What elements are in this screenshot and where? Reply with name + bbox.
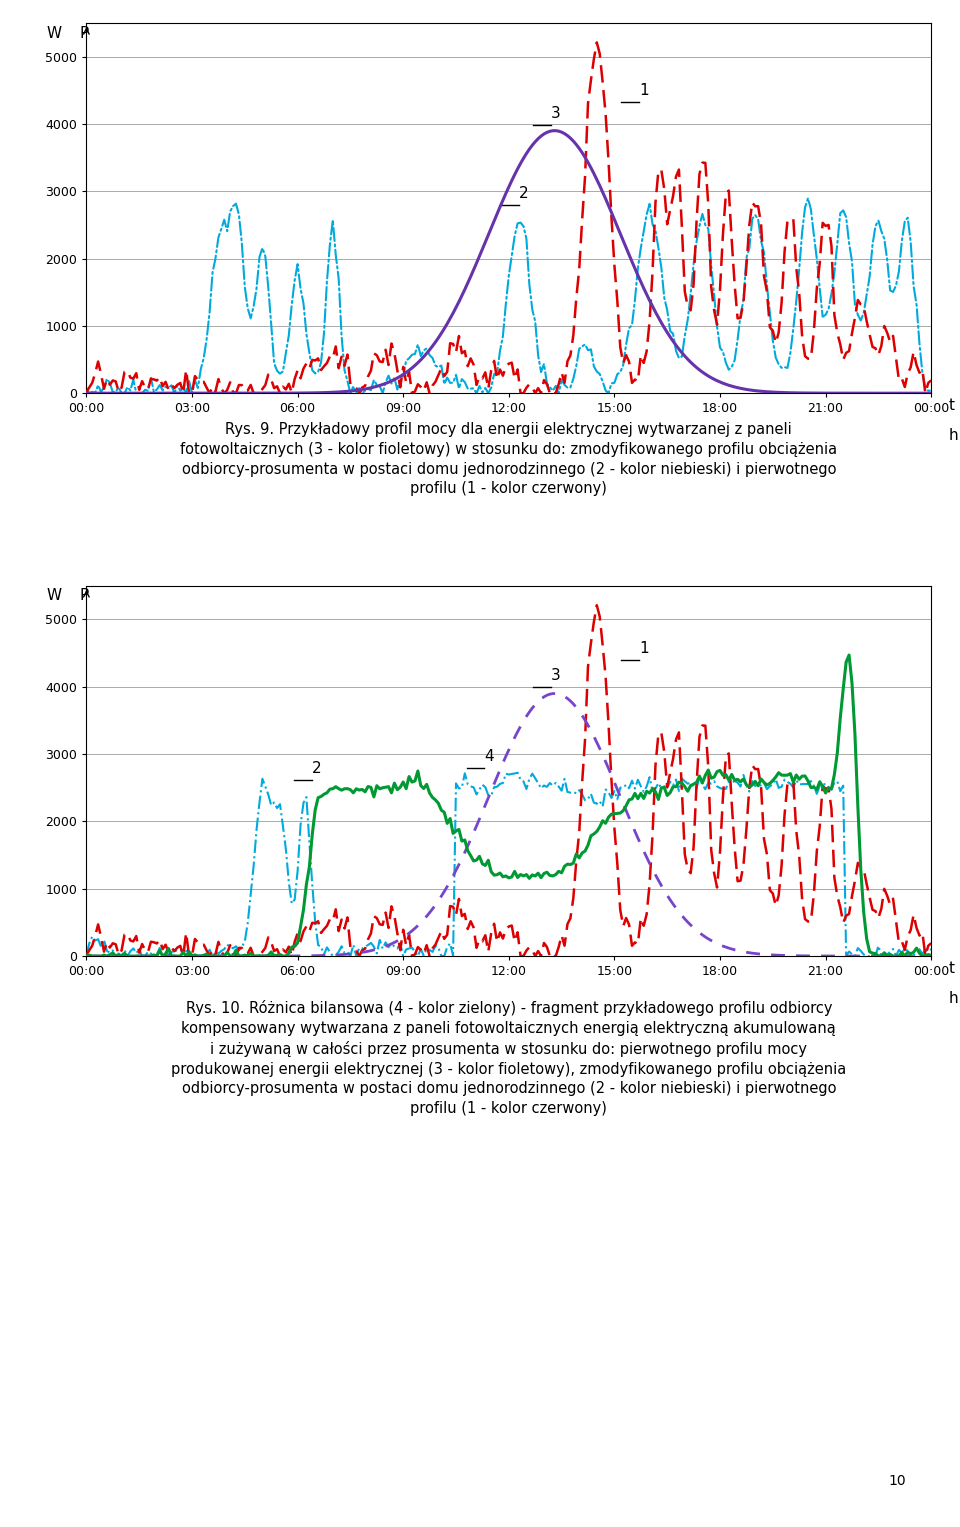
Text: P: P <box>80 26 88 41</box>
Text: Rys. 9. Przykładowy profil mocy dla energii elektrycznej wytwarzanej z paneli
fo: Rys. 9. Przykładowy profil mocy dla ener… <box>180 421 837 496</box>
Text: 3: 3 <box>551 105 561 121</box>
Text: 1: 1 <box>639 641 649 657</box>
Text: 1: 1 <box>639 84 649 98</box>
Text: W: W <box>47 26 61 41</box>
Text: 10: 10 <box>888 1474 906 1487</box>
Text: P: P <box>80 588 88 603</box>
Text: 4: 4 <box>484 750 493 764</box>
Text: h: h <box>948 429 958 443</box>
Text: 2: 2 <box>519 186 529 202</box>
Text: 3: 3 <box>551 669 561 684</box>
Text: W: W <box>47 588 61 603</box>
Text: 2: 2 <box>312 760 322 776</box>
Text: t: t <box>948 399 955 412</box>
Text: Rys. 10. Różnica bilansowa (4 - kolor zielony) - fragment przykładowego profilu : Rys. 10. Różnica bilansowa (4 - kolor zi… <box>171 1000 847 1116</box>
Text: h: h <box>948 991 958 1006</box>
Text: t: t <box>948 960 955 976</box>
